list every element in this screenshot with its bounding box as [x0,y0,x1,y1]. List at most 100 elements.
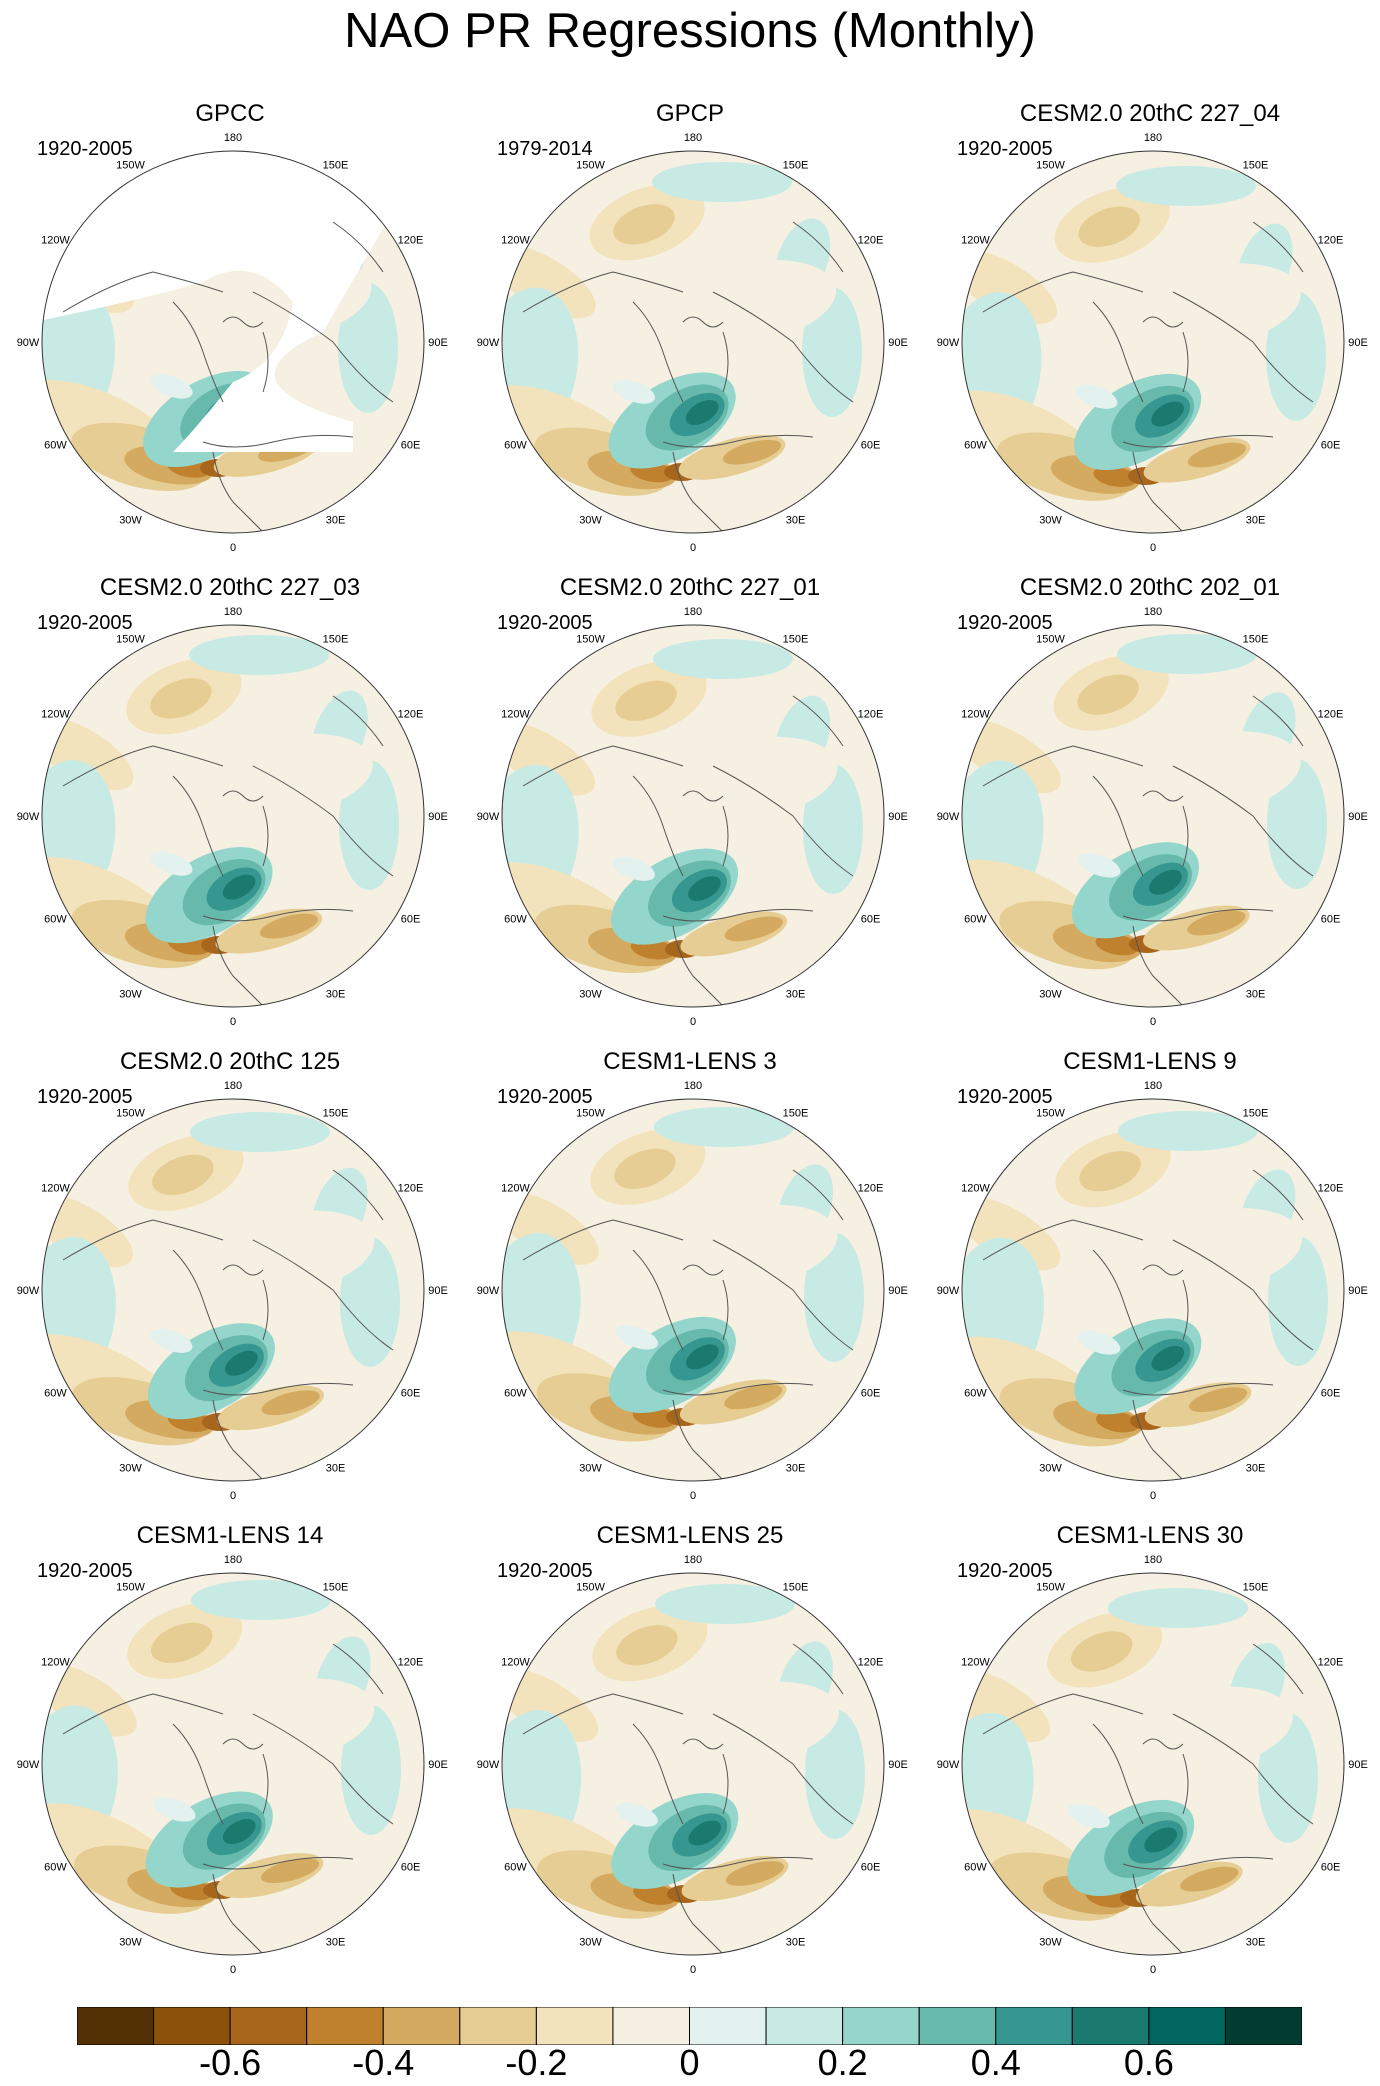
longitude-label: 150E [323,633,349,645]
longitude-label: 60E [1321,1862,1341,1874]
precip-anomaly-contour [259,913,318,939]
coastline [172,775,224,877]
longitude-label: 30E [326,989,346,1001]
longitude-label: 150E [323,159,349,171]
polar-stereographic-map: 180 150E 120E 90E 60E 30E 0 30W 60W 90W 120W 150W [17,606,448,1028]
coastline [1092,301,1144,403]
period-label: 1920-2005 [497,612,593,634]
longitude-label: 90W [937,337,960,349]
coastline [1142,1264,1184,1276]
map-boundary [961,624,1345,1008]
precip-anomaly-contour [653,639,793,679]
precip-anomaly-contour [150,851,193,876]
longitude-label: 90W [17,1759,40,1771]
longitude-label: 30W [579,1463,602,1475]
longitude-label: 180 [224,132,242,144]
period-label: 1920-2005 [37,138,133,160]
coastline [252,765,394,877]
panel-title: GPCP [655,100,724,127]
longitude-label: 30E [1246,989,1266,1001]
longitude-label: 60W [504,914,527,926]
precip-anomaly-contour [1188,1387,1248,1413]
longitude-label: 0 [230,542,236,554]
coastline [712,291,854,403]
polar-stereographic-map: 180 150E 120E 90E 60E 30E 0 30W 60W 90W 120W 150W [937,606,1368,1028]
longitude-label: 120E [858,709,884,721]
precip-anomaly-contour [260,1858,320,1884]
coastline [1252,221,1304,273]
colorbar-swatch [842,2006,920,2046]
precip-anomaly-contour [1075,384,1118,409]
polar-stereographic-map: 180 150E 120E 90E 60E 30E 0 30W 60W 90W 120W 150W [17,132,448,554]
longitude-label: 90W [937,1285,960,1297]
longitude-label: 120W [41,1183,70,1195]
coastline [1092,1723,1144,1825]
precip-anomaly-contour [1132,731,1301,816]
polar-stereographic-map: 180 150E 120E 90E 60E 30E 0 30W 60W 90W 120W 150W [477,606,908,1028]
longitude-label: 30E [786,1463,806,1475]
coastline [1142,1738,1184,1750]
panel-title: CESM2.0 20thC 202_01 [1019,574,1281,601]
coastline [1182,1753,1189,1815]
coastline [722,331,729,393]
coastline [222,316,264,328]
coastline [62,745,224,787]
longitude-label: 0 [1150,1016,1156,1028]
longitude-label: 150E [1243,1107,1269,1119]
precip-anomaly-contour [655,1584,795,1624]
precip-anomaly-contour [1116,166,1256,206]
precip-anomaly-contour [1293,1361,1344,1441]
longitude-label: 30E [326,515,346,527]
precip-anomaly-contour [828,889,884,969]
longitude-label: 60E [401,1862,421,1874]
coastline [172,1249,224,1351]
polar-stereographic-map: 180 150E 120E 90E 60E 30E 0 30W 60W 90W 120W 150W [937,1080,1368,1502]
longitude-label: 120E [1318,1657,1344,1669]
map-boundary [41,150,425,534]
polar-stereographic-map: 180 150E 120E 90E 60E 30E 0 30W 60W 90W 120W 150W [477,1554,908,1976]
coastline [262,331,269,393]
map-boundary [41,624,425,1008]
coastline [672,925,724,1007]
colorbar-swatch [612,2006,690,2046]
coastline [1172,1239,1314,1351]
coastline [262,805,269,867]
coastline [202,434,354,448]
longitude-label: 30W [579,515,602,527]
longitude-label: 30E [1246,1937,1266,1949]
coastline [1132,451,1184,533]
colorbar-swatch [1071,2006,1150,2046]
coastline [1132,1873,1184,1955]
longitude-label: 60E [401,440,421,452]
map-boundary [41,1572,425,1956]
longitude-label: 120E [1318,235,1344,247]
longitude-label: 150W [116,633,145,645]
longitude-label: 0 [690,1016,696,1028]
longitude-label: 150E [783,1581,809,1593]
precip-anomaly-contour [802,287,862,417]
longitude-label: 0 [690,542,696,554]
longitude-label: 90E [428,1285,448,1297]
longitude-label: 90E [428,1759,448,1771]
map-panel: 180 150E 120E 90E 60E 30E 0 30W 60W 90W 120W 150W CE… [0,1522,460,1996]
coastline [1142,316,1184,328]
precip-anomaly-contour [261,1390,320,1416]
precip-anomaly-contour [613,856,655,881]
precip-anomaly-contour [1180,1866,1239,1892]
precip-anomaly-contour [1283,1838,1343,1918]
precip-anomaly-contour [688,1820,722,1846]
coastline [252,1239,394,1351]
coastline [682,316,724,328]
longitude-label: 120E [398,235,424,247]
coastline [982,1219,1144,1261]
longitude-label: 30W [1039,989,1062,1001]
colorbar-swatch [306,2006,384,2046]
coastline [1182,1279,1189,1341]
period-label: 1920-2005 [957,1086,1053,1108]
map-boundary [961,150,1345,534]
colorbar-swatch [765,2006,844,2046]
map-panel: 180 150E 120E 90E 60E 30E 0 30W 60W 90W 120W 150W CE… [460,574,920,1048]
longitude-label: 150W [1036,1581,1065,1593]
coastline [262,1279,269,1341]
longitude-label: 120E [398,709,424,721]
